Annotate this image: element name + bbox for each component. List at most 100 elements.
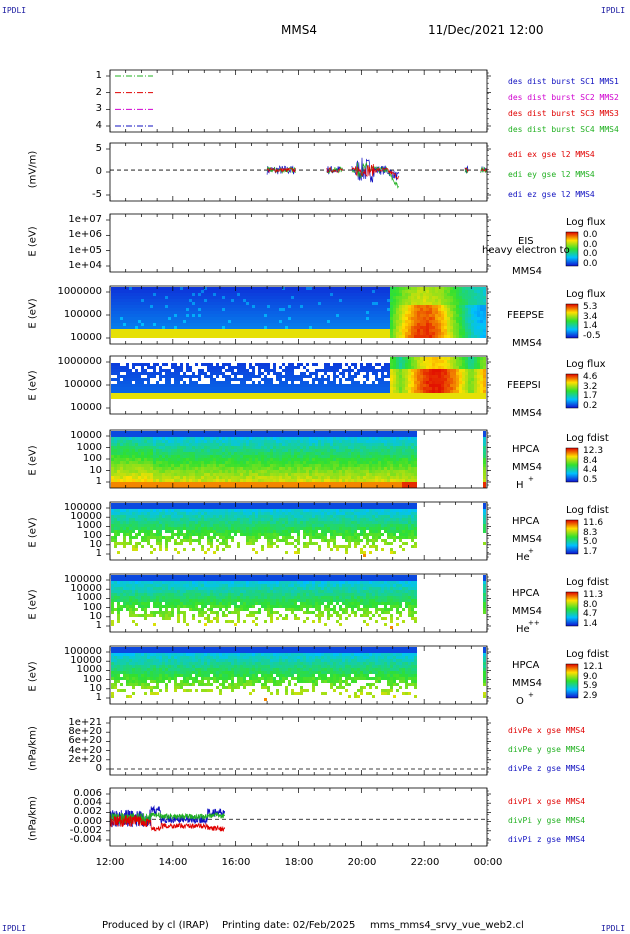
heatmap-cell — [294, 308, 297, 311]
heatmap-cell — [228, 476, 231, 479]
heatmap-cell — [312, 308, 315, 311]
heatmap-cell — [177, 320, 180, 323]
heatmap-cell — [174, 387, 177, 390]
heatmap-cell — [210, 299, 213, 302]
heatmap-cell — [324, 299, 327, 302]
heatmap-cell — [381, 369, 384, 372]
heatmap-cell — [234, 455, 237, 458]
heatmap-cell — [393, 317, 396, 320]
heatmap-cell — [210, 482, 213, 485]
y-tick-label: 2e+20 — [68, 753, 102, 765]
heatmap-cell — [432, 384, 435, 387]
heatmap-cell — [189, 326, 192, 329]
heatmap-cell — [195, 308, 198, 311]
heatmap-cell — [360, 305, 363, 308]
heatmap-cell — [186, 366, 189, 369]
heatmap-cell — [420, 323, 423, 326]
heatmap-cell — [147, 293, 150, 296]
heatmap-cell — [222, 296, 225, 299]
heatmap-cell — [288, 440, 291, 443]
heatmap-cell — [252, 335, 255, 338]
heatmap-cell — [462, 366, 465, 369]
heatmap-cell — [192, 482, 195, 485]
heatmap-cell — [228, 302, 231, 305]
heatmap-cell — [471, 293, 474, 296]
heatmap-cell — [231, 314, 234, 317]
heatmap-cell — [177, 396, 180, 399]
heatmap-cell — [141, 390, 144, 393]
heatmap-cell — [198, 440, 201, 443]
heatmap-cell — [147, 461, 150, 464]
heatmap-cell — [276, 378, 279, 381]
heatmap-cell — [390, 311, 393, 314]
heatmap-cell — [144, 369, 147, 372]
heatmap-cell — [213, 431, 216, 434]
heatmap-cell — [258, 470, 261, 473]
heatmap-cell — [303, 302, 306, 305]
heatmap-cell — [237, 378, 240, 381]
heatmap-cell — [159, 467, 162, 470]
heatmap-cell — [279, 443, 282, 446]
heatmap-cell — [135, 335, 138, 338]
heatmap-cell — [303, 431, 306, 434]
heatmap-cell — [144, 473, 147, 476]
heatmap-cell — [336, 384, 339, 387]
heatmap-cell — [252, 305, 255, 308]
heatmap-cell — [354, 320, 357, 323]
heatmap-cell — [198, 302, 201, 305]
heatmap-cell — [264, 473, 267, 476]
heatmap-cell — [183, 452, 186, 455]
heatmap-cell — [117, 332, 120, 335]
heatmap-cell — [246, 311, 249, 314]
heatmap-cell — [435, 369, 438, 372]
heatmap-cell — [276, 470, 279, 473]
heatmap-cell — [276, 396, 279, 399]
heatmap-cell — [297, 434, 300, 437]
heatmap-cell — [201, 302, 204, 305]
heatmap-cell — [288, 393, 291, 396]
heatmap-cell — [174, 467, 177, 470]
heatmap-cell — [153, 393, 156, 396]
heatmap-cell — [474, 308, 477, 311]
heatmap-cell — [213, 335, 216, 338]
heatmap-cell — [438, 387, 441, 390]
heatmap-cell — [267, 393, 270, 396]
heatmap-cell — [279, 434, 282, 437]
heatmap-cell — [351, 363, 354, 366]
heatmap-cell — [156, 323, 159, 326]
heatmap-cell — [156, 299, 159, 302]
y-tick-label: 10000 — [70, 430, 102, 441]
heatmap-cell — [318, 296, 321, 299]
heatmap-cell — [423, 381, 426, 384]
heatmap-cell — [174, 473, 177, 476]
heatmap-cell — [225, 464, 228, 467]
heatmap-cell — [234, 470, 237, 473]
heatmap-cell — [147, 485, 150, 488]
heatmap-cell — [252, 437, 255, 440]
heatmap-cell — [162, 396, 165, 399]
heatmap-cell — [222, 479, 225, 482]
heatmap-cell — [168, 461, 171, 464]
heatmap-cell — [123, 449, 126, 452]
heatmap-cell — [414, 326, 417, 329]
heatmap-cell — [294, 329, 297, 332]
heatmap-cell — [435, 393, 438, 396]
heatmap-cell — [252, 482, 255, 485]
heatmap-cell — [216, 431, 219, 434]
heatmap-cell — [147, 473, 150, 476]
heatmap-cell — [384, 387, 387, 390]
heatmap-cell — [159, 375, 162, 378]
heatmap-cell — [141, 387, 144, 390]
heatmap-cell — [405, 308, 408, 311]
heatmap-cell — [267, 479, 270, 482]
heatmap-cell — [213, 482, 216, 485]
heatmap-cell — [144, 458, 147, 461]
heatmap-cell — [258, 299, 261, 302]
heatmap-cell — [210, 326, 213, 329]
heatmap-cell — [222, 470, 225, 473]
heatmap-cell — [444, 396, 447, 399]
heatmap-cell — [234, 290, 237, 293]
heatmap-cell — [459, 335, 462, 338]
heatmap-cell — [228, 473, 231, 476]
heatmap-cell — [411, 320, 414, 323]
